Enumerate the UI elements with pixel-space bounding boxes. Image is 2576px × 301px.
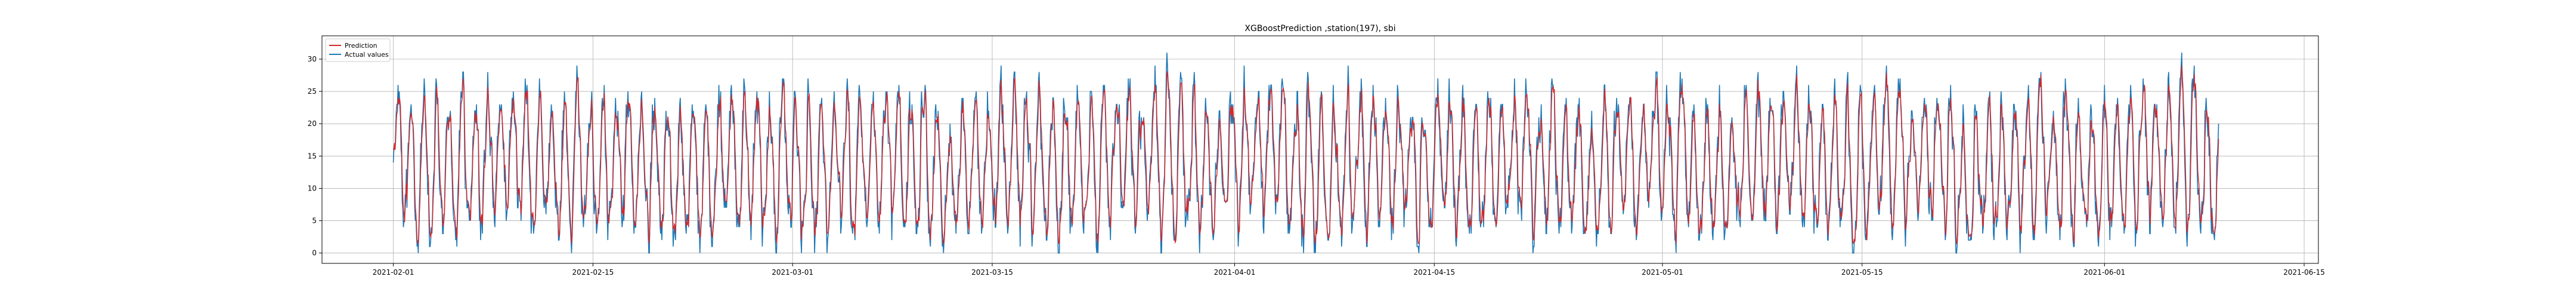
- x-tick-label: 2021-03-01: [772, 268, 813, 277]
- y-tick-label: 30: [308, 55, 317, 63]
- line-prediction: [392, 65, 2219, 245]
- x-axis: 2021-02-01 2021-02-15 2021-03-01 2021-03-15…: [373, 263, 2325, 277]
- x-tick-label: 2021-02-01: [373, 268, 414, 277]
- y-axis: 0 5 10 15 20 25 30: [308, 55, 322, 257]
- legend-label-prediction: Prediction: [345, 42, 377, 50]
- y-tick-label: 0: [312, 249, 317, 257]
- plot-frame: [321, 35, 2319, 264]
- x-tick-label: 2021-02-15: [572, 268, 614, 277]
- chart-title: XGBoostPrediction ,station(197), sbi: [1244, 24, 1395, 33]
- x-tick-label: 2021-05-01: [1642, 268, 1683, 277]
- x-tick-label: 2021-06-01: [2083, 268, 2125, 277]
- x-tick-label: 2021-04-01: [1214, 268, 1256, 277]
- y-tick-label: 10: [308, 184, 317, 192]
- x-tick-label: 2021-05-15: [1841, 268, 1883, 277]
- x-tick-label: 2021-04-15: [1413, 268, 1455, 277]
- x-tick-label: 2021-03-15: [971, 268, 1013, 277]
- y-tick-label: 5: [312, 217, 317, 225]
- y-tick-label: 25: [308, 87, 317, 96]
- legend: Prediction Actual values: [325, 38, 391, 62]
- y-tick-label: 15: [308, 152, 317, 160]
- series-prediction: [392, 65, 2219, 245]
- legend-box: [325, 38, 391, 62]
- y-tick-label: 20: [308, 119, 317, 128]
- legend-label-actual-values: Actual values: [345, 51, 389, 59]
- x-tick-label: 2021-06-15: [2283, 268, 2325, 277]
